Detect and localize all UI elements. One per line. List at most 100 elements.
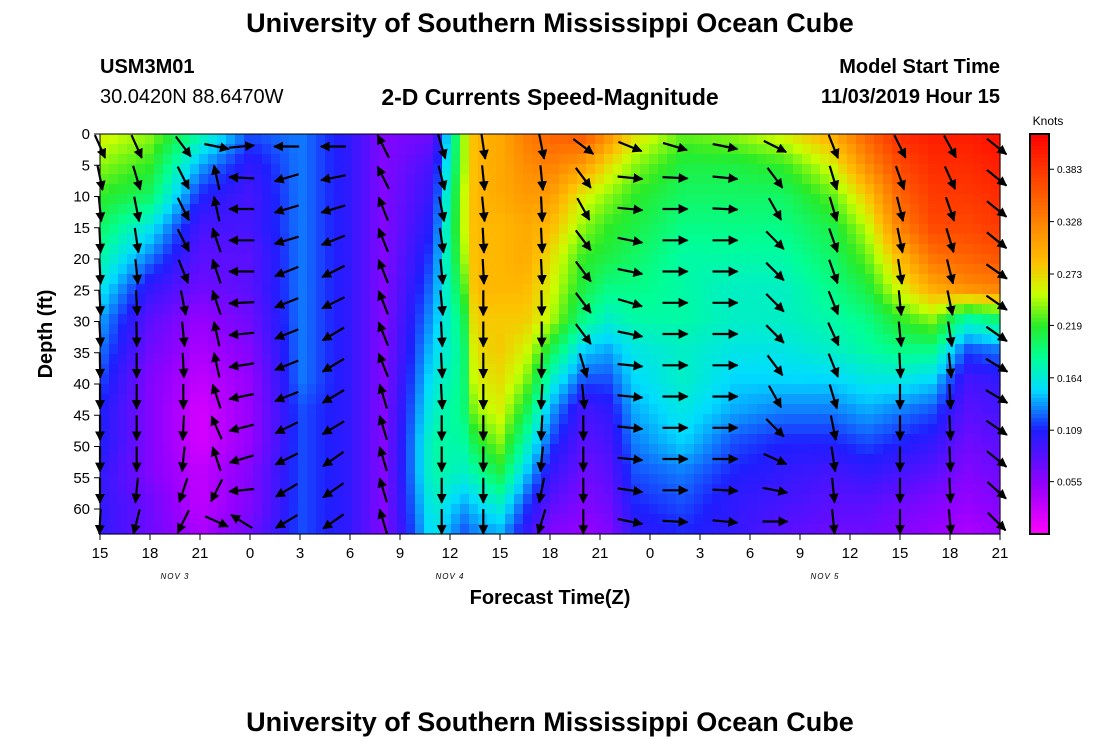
heatmap-cell [793, 244, 803, 255]
heatmap-cell [595, 454, 605, 465]
heatmap-cell [595, 184, 605, 195]
heatmap-cell [136, 234, 146, 245]
heatmap-cell [649, 304, 659, 315]
heatmap-cell [451, 434, 461, 445]
heatmap-cell [307, 334, 317, 345]
heatmap-cell [559, 134, 569, 145]
heatmap-cell [226, 464, 236, 475]
heatmap-cell [433, 254, 443, 265]
current-arrow [617, 267, 644, 278]
heatmap-cell [388, 404, 398, 415]
heatmap-cell [289, 344, 299, 355]
heatmap-cell [937, 144, 947, 155]
heatmap-cell [451, 244, 461, 255]
heatmap-cell [451, 324, 461, 335]
heatmap-cell [424, 194, 434, 205]
heatmap-cell [199, 274, 209, 285]
heatmap-cell [325, 404, 335, 415]
heatmap-cell [172, 294, 182, 305]
colorbar-segment [1030, 190, 1049, 195]
heatmap-cell [568, 524, 578, 535]
heatmap-cell [577, 484, 587, 495]
heatmap-cell [190, 404, 200, 415]
heatmap-cell [190, 214, 200, 225]
heatmap-cell [505, 134, 515, 145]
heatmap-cell [991, 174, 1001, 185]
heatmap-cell [145, 204, 155, 215]
heatmap-cell [649, 194, 659, 205]
heatmap-cell [532, 274, 542, 285]
heatmap-cell [982, 214, 992, 225]
heatmap-cell [973, 444, 983, 455]
heatmap-cell [253, 204, 263, 215]
heatmap-cell [262, 494, 272, 505]
heatmap-cell [793, 194, 803, 205]
heatmap-cell [676, 224, 686, 235]
heatmap-cell [127, 434, 137, 445]
heatmap-cell [118, 514, 128, 525]
heatmap-cell [694, 504, 704, 515]
heatmap-cell [541, 194, 551, 205]
heatmap-cell [343, 164, 353, 175]
heatmap-cell [685, 134, 695, 145]
heatmap-cell [298, 414, 308, 425]
heatmap-cell [955, 424, 965, 435]
current-arrow [574, 167, 592, 189]
heatmap-cell [289, 244, 299, 255]
heatmap-cell [811, 364, 821, 375]
heatmap-cell [460, 394, 470, 405]
heatmap-cell [100, 464, 110, 475]
heatmap-cell [964, 364, 974, 375]
heatmap-cell [559, 454, 569, 465]
heatmap-cell [163, 474, 173, 485]
heatmap-cell [361, 224, 371, 235]
heatmap-cell [640, 494, 650, 505]
heatmap-cell [874, 244, 884, 255]
heatmap-cell [604, 254, 614, 265]
heatmap-cell [550, 254, 560, 265]
heatmap-cell [973, 304, 983, 315]
x-tick-label: 12 [842, 545, 859, 562]
current-arrow [132, 258, 142, 285]
heatmap-cell [802, 354, 812, 365]
x-tick-label: 21 [992, 545, 1009, 562]
heatmap-cell [190, 524, 200, 535]
heatmap-cell [262, 364, 272, 375]
heatmap-cell [766, 284, 776, 295]
heatmap-cell [433, 514, 443, 525]
heatmap-cell [775, 354, 785, 365]
heatmap-cell [523, 154, 533, 165]
heatmap-cell [406, 524, 416, 535]
current-arrow [535, 509, 547, 535]
heatmap-cell [613, 254, 623, 265]
heatmap-cell [172, 354, 182, 365]
heatmap-cell [730, 404, 740, 415]
heatmap-cell [514, 434, 524, 445]
heatmap-cell [190, 294, 200, 305]
heatmap-cell [622, 374, 632, 385]
heatmap-cell [262, 374, 272, 385]
heatmap-cell [802, 154, 812, 165]
colorbar-segment [1030, 330, 1049, 335]
heatmap-cell [136, 224, 146, 235]
heatmap-cell [226, 524, 236, 535]
heatmap-cell [100, 284, 110, 295]
heatmap-cell [361, 214, 371, 225]
heatmap-cell [424, 504, 434, 515]
heatmap-cell [847, 444, 857, 455]
heatmap-cell [127, 514, 137, 525]
heatmap-cell [127, 134, 137, 145]
heatmap-cell [217, 254, 227, 265]
heatmap-cell [982, 304, 992, 315]
heatmap-cell [748, 444, 758, 455]
heatmap-cell [865, 464, 875, 475]
heatmap-cell [487, 414, 497, 425]
heatmap-cell [253, 404, 263, 415]
heatmap-cell [910, 464, 920, 475]
heatmap-cell [775, 164, 785, 175]
current-arrow [178, 446, 188, 473]
heatmap-cell [856, 154, 866, 165]
heatmap-cell [172, 434, 182, 445]
heatmap-cell [397, 174, 407, 185]
heatmap-cell [541, 524, 551, 535]
